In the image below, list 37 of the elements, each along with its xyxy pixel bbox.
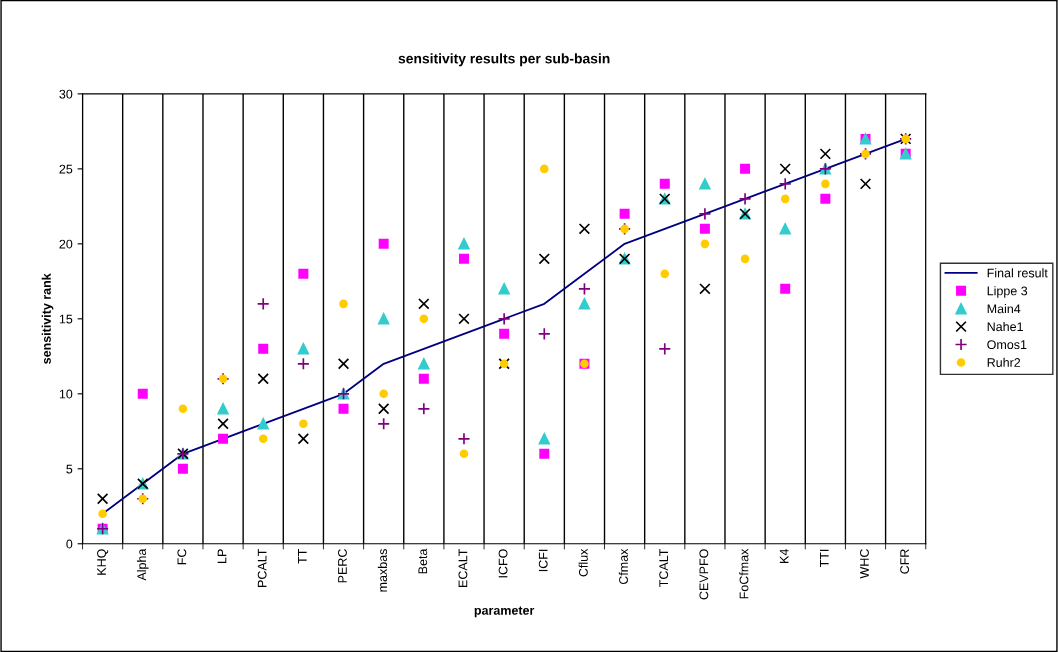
y-axis-title: sensitivity rank [41,273,54,364]
chart-title: sensitivity results per sub-basin [398,53,610,67]
legend-label: Nahe1 [987,321,1023,332]
x-tick-label: PERC [338,549,347,583]
x-tick-label: Alpha [136,548,149,581]
legend-label: Lippe 3 [987,286,1028,298]
y-tick-label: 30 [59,89,73,99]
x-tick-label: ICFI [538,549,548,572]
y-tick-label: 20 [59,239,73,249]
y-tick-label: 5 [66,464,73,474]
x-tick-label: FC [177,549,187,565]
x-tick-label: KHQ [97,549,109,575]
x-tick-label: TT [298,548,307,564]
x-tick-label: TCALT [659,548,669,588]
x-tick-label: CFR [900,549,910,574]
y-tick-label: 15 [59,314,73,324]
x-tick-label: ICFO [498,549,508,578]
legend-label: Main4 [987,304,1021,314]
x-tick-label: K4 [779,548,789,563]
x-tick-label: Cflux [578,548,588,577]
x-tick-label: maxbas [377,549,388,592]
legend-label: Final result [987,268,1048,278]
legend-label: Ruhr2 [987,357,1021,367]
x-tick-label: FoCfmax [739,548,749,599]
x-tick-label: PCALT [257,548,267,587]
x-tick-label: TTI [820,549,829,568]
x-tick-label: Beta [418,548,428,574]
x-axis-title: parameter [474,606,535,618]
y-tick-label: 0 [66,539,73,549]
x-tick-label: ECALT [458,548,468,587]
x-tick-label: WHC [860,549,869,579]
y-tick-label: 10 [59,389,73,399]
y-tick-label: 25 [59,164,73,174]
x-tick-label: Cfmax [618,548,628,585]
legend-label: Omos1 [987,340,1027,350]
x-tick-label: CEVPFO [699,549,709,600]
x-tick-label: LP [217,549,227,563]
